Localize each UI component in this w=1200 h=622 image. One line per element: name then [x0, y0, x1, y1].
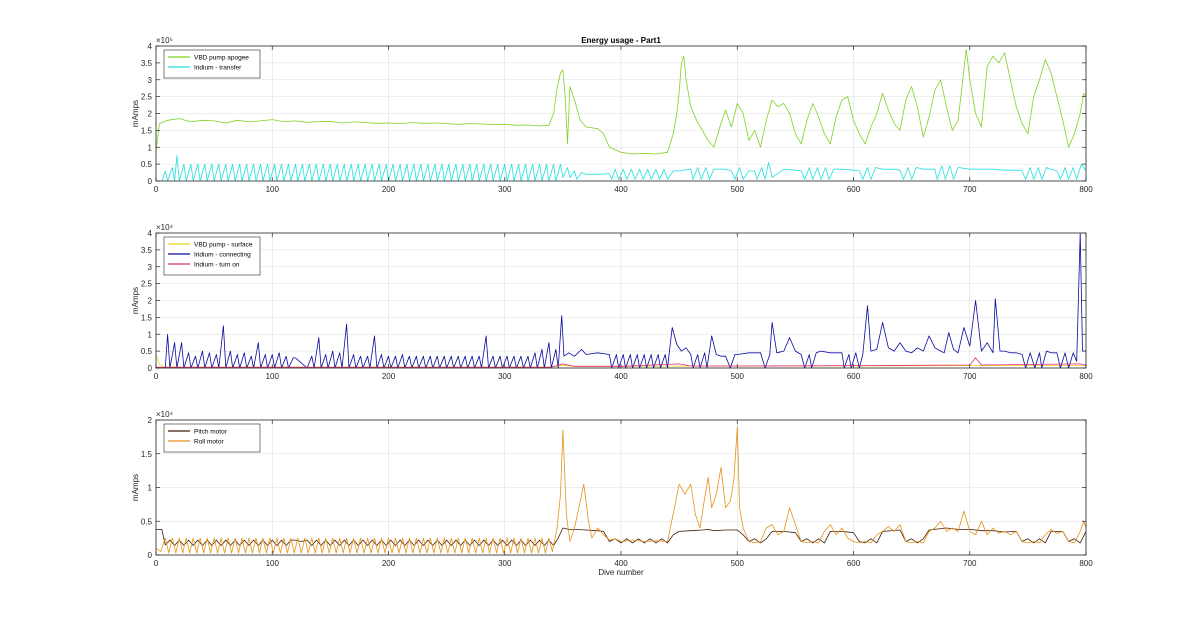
- y-tick-label: 3: [148, 263, 153, 272]
- y-tick-label: 2: [148, 416, 153, 425]
- y-exponent-label: ×10⁴: [156, 410, 174, 419]
- x-tick-label: 800: [1079, 372, 1093, 381]
- series-line-pitch-motor: [156, 527, 1086, 546]
- x-tick-label: 100: [266, 372, 280, 381]
- y-tick-label: 0: [148, 364, 153, 373]
- y-tick-label: 1: [148, 484, 153, 493]
- x-tick-label: 400: [614, 185, 628, 194]
- chart-title: Energy usage - Part1: [581, 36, 661, 45]
- series-line-iridium-transfer: [156, 155, 1086, 181]
- legend-entry: VBD pump - surface: [194, 241, 253, 248]
- x-tick-label: 700: [963, 185, 977, 194]
- series-line-vbd-pump-apogee: [156, 49, 1086, 155]
- x-tick-label: 100: [266, 559, 280, 568]
- series-line-iridium-connecting: [156, 233, 1086, 368]
- legend-box: [163, 236, 261, 276]
- x-tick-label: 500: [731, 559, 745, 568]
- x-tick-label: 0: [154, 185, 159, 194]
- legend-entry: Iridium - connecting: [194, 251, 251, 258]
- x-tick-label: 600: [847, 185, 861, 194]
- x-tick-label: 700: [963, 372, 977, 381]
- x-tick-label: 600: [847, 559, 861, 568]
- legend: Pitch motor Roll motor: [163, 423, 261, 453]
- y-tick-label: 0.5: [141, 160, 153, 169]
- y-axis-label: mAmps: [131, 474, 140, 501]
- y-tick-label: 1: [148, 330, 153, 339]
- subplot-3: 0 100 200 300 400 500 600 700 800 0 0.5 1 1.5 2×10⁴ mA…: [131, 410, 1093, 577]
- series-line-iridium-turn-on: [156, 357, 1086, 368]
- y-tick-label: 2.5: [141, 93, 153, 102]
- y-tick-label: 0: [148, 177, 153, 186]
- y-axis-label: mAmps: [131, 287, 140, 314]
- legend-entry: Iridium - turn on: [194, 261, 240, 268]
- x-tick-label: 200: [382, 372, 396, 381]
- y-tick-label: 1: [148, 143, 153, 152]
- x-tick-label: 800: [1079, 559, 1093, 568]
- y-tick-label: 3: [148, 76, 153, 85]
- y-tick-label: 0: [148, 551, 153, 560]
- legend-box: [163, 49, 261, 79]
- legend: VBD pump apogee Iridium - transfer: [163, 49, 261, 79]
- y-tick-label: 1.5: [141, 450, 153, 459]
- x-tick-label: 800: [1079, 185, 1093, 194]
- legend-box: [163, 423, 261, 453]
- y-tick-label: 4: [148, 229, 153, 238]
- legend-entry: Iridium - transfer: [194, 64, 242, 71]
- y-tick-label: 2: [148, 110, 153, 119]
- y-tick-label: 4: [148, 42, 153, 51]
- x-tick-label: 400: [614, 372, 628, 381]
- subplot-1: 0 100 200 300 400 500 600 700 800 0 0.5 1 1.5 2 2.5 3 3.…: [131, 36, 1093, 194]
- legend-entry: Pitch motor: [194, 428, 228, 435]
- x-tick-label: 0: [154, 559, 159, 568]
- y-tick-label: 3.5: [141, 246, 153, 255]
- x-tick-label: 300: [498, 559, 512, 568]
- y-exponent-label: ×10⁵: [156, 36, 173, 45]
- subplot-2: 0 100 200 300 400 500 600 700 800 0 0.5 1 1.5 2 2.5 3 3.…: [131, 223, 1093, 381]
- x-tick-label: 700: [963, 559, 977, 568]
- x-tick-label: 500: [731, 372, 745, 381]
- x-axis-label: Dive number: [598, 568, 644, 577]
- y-tick-label: 3.5: [141, 59, 153, 68]
- x-tick-label: 0: [154, 372, 159, 381]
- x-tick-label: 200: [382, 185, 396, 194]
- x-tick-label: 200: [382, 559, 396, 568]
- x-tick-label: 400: [614, 559, 628, 568]
- y-tick-label: 0.5: [141, 347, 153, 356]
- y-tick-label: 2: [148, 297, 153, 306]
- x-tick-label: 500: [731, 185, 745, 194]
- y-axis-label: mAmps: [131, 100, 140, 127]
- legend: VBD pump - surface Iridium - connecting Ir…: [163, 236, 261, 276]
- y-exponent-label: ×10⁴: [156, 223, 174, 232]
- y-tick-label: 2.5: [141, 280, 153, 289]
- y-tick-label: 0.5: [141, 517, 153, 526]
- legend-entry: VBD pump apogee: [194, 54, 249, 61]
- x-tick-label: 300: [498, 185, 512, 194]
- legend-entry: Roll motor: [194, 438, 224, 445]
- x-tick-label: 600: [847, 372, 861, 381]
- series-line-roll-motor: [156, 426, 1086, 554]
- y-tick-label: 1.5: [141, 126, 153, 135]
- y-tick-label: 1.5: [141, 313, 153, 322]
- x-tick-label: 100: [266, 185, 280, 194]
- x-tick-label: 300: [498, 372, 512, 381]
